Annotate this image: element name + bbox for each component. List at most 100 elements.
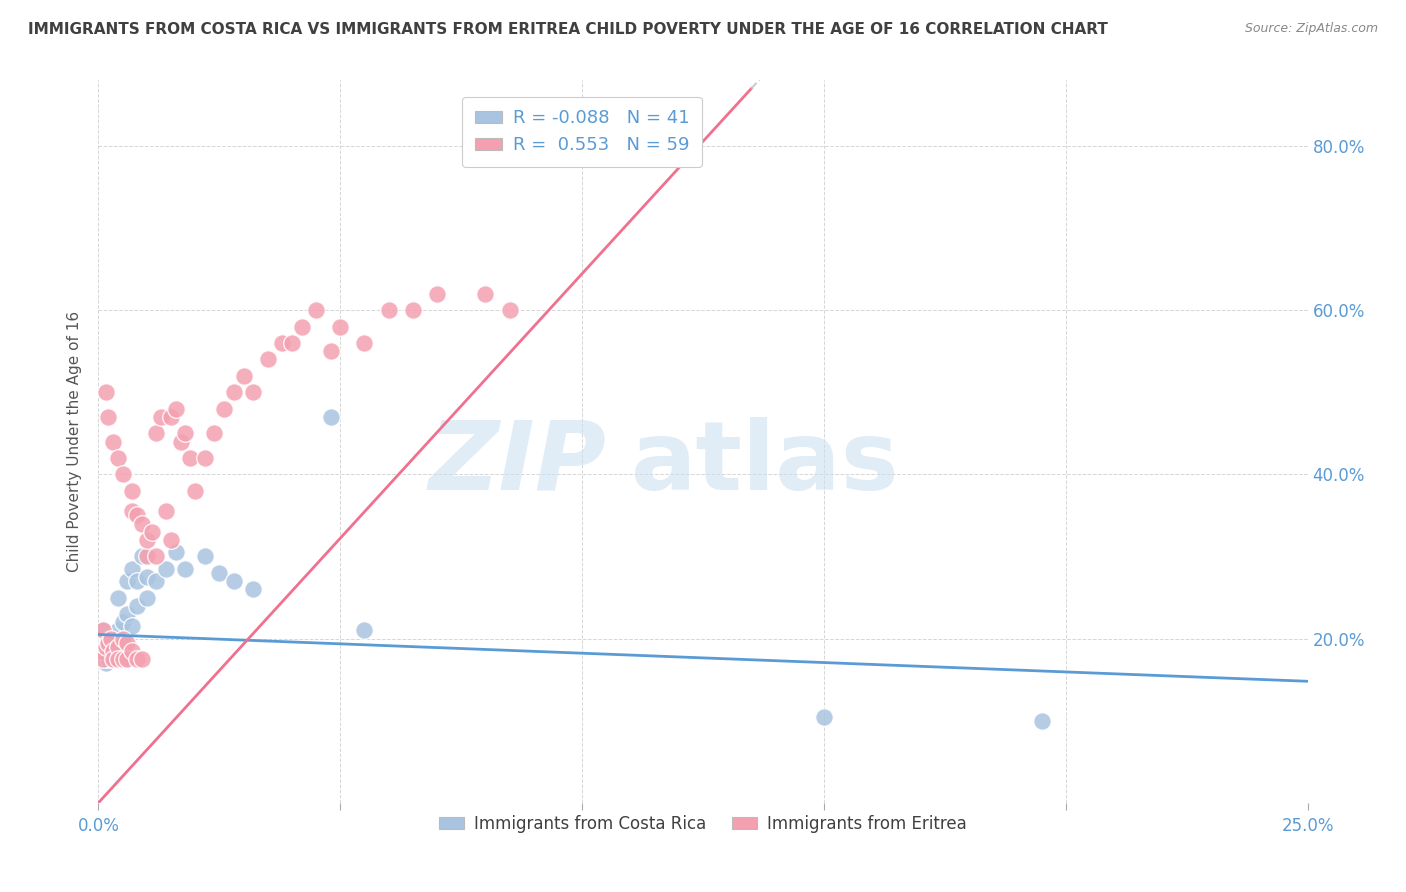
Point [212, 401, 235, 416]
Point [184, 483, 207, 498]
Point [121, 504, 143, 518]
Point [101, 652, 124, 666]
Point [121, 619, 143, 633]
Point [127, 508, 149, 523]
Point [131, 516, 153, 531]
Point [179, 450, 201, 465]
Point [117, 636, 139, 650]
Point [94, 640, 117, 654]
Point [813, 709, 835, 723]
Text: ZIP: ZIP [429, 417, 606, 509]
Point [111, 615, 134, 630]
Point [127, 574, 149, 588]
Point [121, 562, 143, 576]
Point [319, 344, 342, 359]
Point [111, 467, 134, 482]
Point [111, 640, 134, 654]
Point [135, 591, 157, 605]
Point [104, 632, 127, 646]
Point [90, 644, 112, 658]
Point [165, 545, 187, 559]
Point [107, 644, 129, 658]
Point [402, 303, 425, 318]
Point [107, 591, 129, 605]
Point [174, 426, 197, 441]
Y-axis label: Child Poverty Under the Age of 16: Child Poverty Under the Age of 16 [67, 311, 83, 572]
Point [222, 385, 245, 400]
Point [208, 566, 231, 580]
Point [353, 336, 375, 351]
Point [94, 636, 117, 650]
Point [107, 450, 129, 465]
Point [94, 657, 117, 671]
Point [135, 533, 157, 547]
Point [329, 319, 352, 334]
Point [222, 574, 245, 588]
Point [117, 574, 139, 588]
Point [169, 434, 191, 449]
Point [160, 533, 183, 547]
Point [121, 644, 143, 658]
Point [232, 368, 254, 383]
Point [353, 624, 375, 638]
Point [111, 652, 134, 666]
Point [474, 286, 496, 301]
Point [101, 644, 124, 658]
Point [90, 636, 112, 650]
Point [155, 504, 177, 518]
Point [155, 562, 177, 576]
Point [100, 632, 122, 646]
Point [101, 636, 124, 650]
Point [117, 607, 139, 621]
Point [107, 652, 129, 666]
Point [111, 652, 134, 666]
Point [97, 632, 120, 646]
Point [97, 640, 120, 654]
Point [174, 562, 197, 576]
Point [160, 409, 183, 424]
Point [426, 286, 449, 301]
Point [290, 319, 312, 334]
Point [1031, 714, 1053, 728]
Point [165, 401, 187, 416]
Point [281, 336, 304, 351]
Point [242, 582, 264, 597]
Point [127, 652, 149, 666]
Point [498, 303, 520, 318]
Point [111, 632, 134, 646]
Point [97, 652, 120, 666]
Point [101, 652, 124, 666]
Text: atlas: atlas [630, 417, 898, 509]
Point [97, 636, 120, 650]
Point [305, 303, 328, 318]
Point [377, 303, 399, 318]
Point [91, 624, 114, 638]
Point [194, 549, 217, 564]
Point [107, 640, 129, 654]
Point [127, 599, 149, 613]
Text: IMMIGRANTS FROM COSTA RICA VS IMMIGRANTS FROM ERITREA CHILD POVERTY UNDER THE AG: IMMIGRANTS FROM COSTA RICA VS IMMIGRANTS… [28, 22, 1108, 37]
Legend: Immigrants from Costa Rica, Immigrants from Eritrea: Immigrants from Costa Rica, Immigrants f… [432, 806, 974, 841]
Point [204, 426, 226, 441]
Point [94, 385, 117, 400]
Point [145, 549, 167, 564]
Point [100, 644, 122, 658]
Point [141, 524, 163, 539]
Point [107, 624, 129, 638]
Point [150, 409, 173, 424]
Point [319, 409, 342, 424]
Point [145, 574, 167, 588]
Point [242, 385, 264, 400]
Point [91, 652, 114, 666]
Point [97, 409, 120, 424]
Point [100, 632, 122, 646]
Point [121, 483, 143, 498]
Point [145, 426, 167, 441]
Point [131, 652, 153, 666]
Point [135, 549, 157, 564]
Point [101, 640, 124, 654]
Point [271, 336, 294, 351]
Point [194, 450, 217, 465]
Point [135, 570, 157, 584]
Point [117, 652, 139, 666]
